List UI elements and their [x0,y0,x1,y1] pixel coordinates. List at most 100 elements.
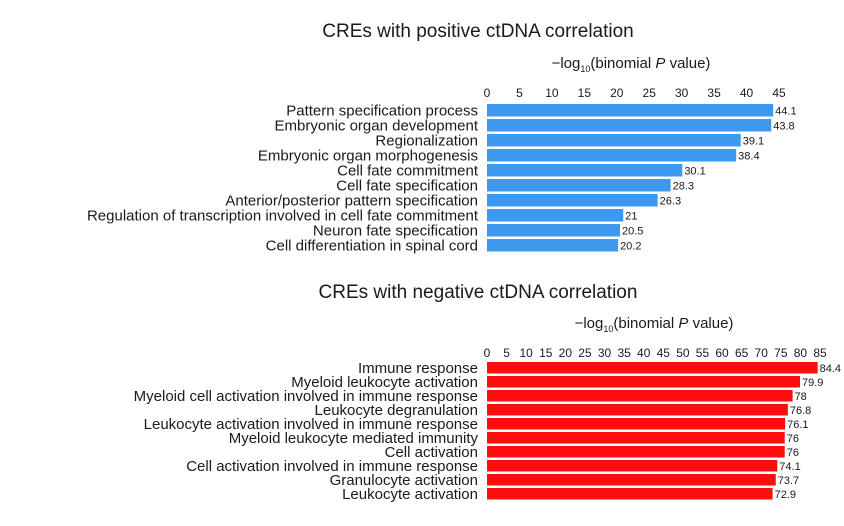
category-label: Myeloid cell activation involved in immu… [134,388,478,405]
x-axis-label: −log10(binomial P value) [575,315,734,334]
bar [487,194,658,207]
value-labels: 44.1 43.8 39.1 38.4 30.1 28.3 26.3 21 20.5 20.2 [620,105,797,252]
category-label: Cell activation involved in immune respo… [186,458,478,475]
category-label: Leukocyte activation involved in immune … [144,416,478,433]
x-axis-label-subscript: 10 [580,64,590,74]
x-tick-label: 45 [772,86,786,100]
x-tick-label: 45 [657,346,671,360]
x-tick-label: 50 [676,346,690,360]
x-tick-label: 75 [774,346,788,360]
bars [487,362,818,500]
category-label: Leukocyte activation [342,486,478,503]
bar [487,488,773,500]
x-tick-label: 55 [696,346,710,360]
data-label: 76.8 [790,405,811,417]
bar [487,390,793,402]
bar [487,362,818,374]
x-tick-label: 30 [598,346,612,360]
x-tick-label: 80 [794,346,808,360]
x-tick-label: 5 [503,346,510,360]
chart-positive: CREs with positive ctDNA correlation −lo… [87,21,797,254]
chart-title: CREs with positive ctDNA correlation [322,21,634,42]
x-axis-label-prefix: −log [575,315,604,332]
bar [487,179,671,192]
category-label: Regionalization [375,132,478,149]
data-label: 21 [625,210,637,222]
category-label: Cell fate commitment [337,162,479,179]
category-label: Embryonic organ development [275,117,479,134]
x-tick-label: 25 [578,346,592,360]
category-label: Neuron fate specification [313,222,478,239]
x-tick-labels: 0 5 10 15 20 25 30 35 40 45 [484,86,786,100]
x-tick-label: 30 [675,86,689,100]
data-label: 39.1 [743,135,764,147]
x-axis-label-suffix: value) [665,55,710,72]
bar [487,149,737,162]
x-tick-label: 0 [484,346,491,360]
category-label: Regulation of transcription involved in … [87,207,479,224]
data-label: 78 [795,391,807,403]
chart-title: CREs with negative ctDNA correlation [319,282,638,303]
data-label: 76 [787,433,799,445]
x-axis-label-main: (binomial [590,55,655,72]
x-tick-label: 15 [539,346,553,360]
x-tick-label: 10 [545,86,559,100]
data-label: 20.5 [622,225,643,237]
x-tick-label: 20 [559,346,573,360]
category-label: Immune response [358,360,478,377]
bar [487,460,778,472]
data-label: 20.2 [620,240,641,252]
data-label: 38.4 [738,150,759,162]
x-tick-label: 85 [813,346,827,360]
data-label: 26.3 [660,195,681,207]
x-tick-label: 20 [610,86,624,100]
category-label: Myeloid leukocyte activation [291,374,478,391]
x-axis-label-italic: P [655,55,665,72]
bar [487,376,801,388]
data-label: 79.9 [802,377,823,389]
bars [487,104,774,252]
bar [487,209,624,222]
x-axis-label: −log10(binomial P value) [552,55,711,74]
bar [487,432,785,444]
x-axis-label-prefix: −log [552,55,581,72]
category-label: Cell differentiation in spinal cord [266,237,478,254]
bar [487,404,788,416]
data-label: 73.7 [778,475,799,487]
x-tick-label: 15 [578,86,592,100]
x-tick-label: 60 [715,346,729,360]
category-label: Embryonic organ morphogenesis [258,147,478,164]
bar [487,239,619,252]
x-tick-label: 10 [519,346,533,360]
bar [487,134,741,147]
x-axis-label-main: (binomial [613,315,678,332]
x-tick-label: 0 [484,86,491,100]
x-tick-label: 40 [740,86,754,100]
data-label: 43.8 [773,120,794,132]
x-tick-label: 40 [637,346,651,360]
chart-negative: CREs with negative ctDNA correlation −lo… [134,282,841,503]
x-axis-label-subscript: 10 [603,324,613,334]
data-label: 30.1 [684,165,705,177]
bar [487,119,772,132]
x-tick-label: 35 [707,86,721,100]
x-tick-label: 70 [755,346,769,360]
x-tick-label: 5 [516,86,523,100]
x-axis-label-italic: P [678,315,688,332]
bar [487,474,776,486]
category-label: Myeloid leukocyte mediated immunity [229,430,479,447]
x-tick-label: 35 [617,346,631,360]
value-labels: 84.4 79.9 78 76.8 76.1 76 76 74.1 73.7 72.9 [775,363,841,501]
bar [487,164,683,177]
data-label: 28.3 [673,180,694,192]
category-label: Pattern specification process [286,102,478,119]
data-label: 84.4 [820,363,841,375]
category-label: Cell activation [385,444,478,461]
category-label: Cell fate specification [336,177,478,194]
bar [487,446,785,458]
bar [487,224,621,237]
category-label: Leukocyte degranulation [315,402,478,419]
